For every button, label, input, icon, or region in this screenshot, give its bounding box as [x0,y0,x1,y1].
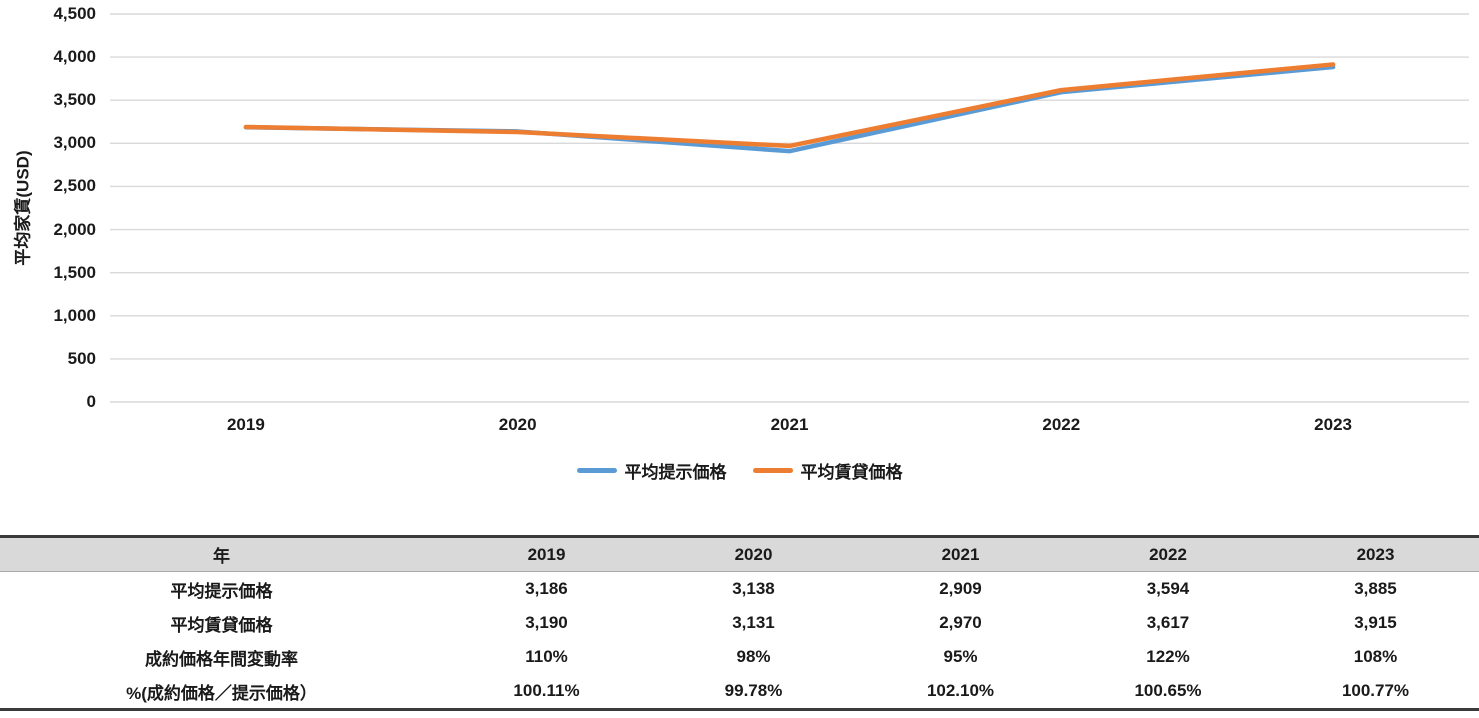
table-cell: 3,186 [443,571,650,606]
series-line-1 [243,62,1336,149]
table-cell: 2,909 [857,571,1064,606]
table-header: 年 2019 2020 2021 2022 2023 [0,536,1479,572]
y-tick-label: 2,000 [53,219,96,239]
y-tick-label: 4,000 [53,47,96,67]
table-row: 平均賃貸価格 3,190 3,131 2,970 3,617 3,915 [0,606,1479,640]
table-cell: 100.77% [1272,674,1479,710]
table-header-year: 2019 [443,536,650,572]
legend-line-swatch [576,468,617,473]
table-cell: 2,970 [857,606,1064,640]
x-tick-label: 2019 [226,415,265,434]
legend-item-1: 平均賃貸価格 [752,458,903,483]
y-tick-label: 3,000 [53,133,96,153]
table-row: 成約価格年間変動率 110% 98% 95% 122% 108% [0,640,1479,674]
table-row: %(成約価格／提示価格） 100.11% 99.78% 102.10% 100.65% 1… [0,674,1479,710]
table-cell: 3,138 [650,571,857,606]
x-tick-label: 2022 [1042,415,1081,434]
chart-legend: 平均提示価格 平均賃貸価格 [0,458,1479,483]
table-cell: 3,885 [1272,571,1479,606]
table-cell: 122% [1064,640,1272,674]
table-row-label: 成約価格年間変動率 [0,640,443,674]
table-cell: 110% [443,640,650,674]
table-cell: 100.65% [1064,674,1272,710]
y-tick-label: 0 [86,392,96,411]
table-cell: 102.10% [857,674,1064,710]
x-tick-label: 2023 [1314,415,1352,434]
y-tick-label: 2,500 [53,176,96,196]
table-cell: 3,131 [650,606,857,640]
y-tick-label: 3,500 [53,90,96,110]
table-row-label: %(成約価格／提示価格） [0,674,443,710]
y-tick-label: 1,500 [53,262,96,282]
y-tick-label: 500 [67,348,96,368]
table-header-label: 年 [0,536,443,572]
table-header-year: 2023 [1272,536,1479,572]
table-row-label: 平均提示価格 [0,571,443,606]
legend-label: 平均提示価格 [624,463,727,482]
legend-item-0: 平均提示価格 [576,458,727,483]
table-cell: 98% [650,640,857,674]
table-row: 平均提示価格 3,186 3,138 2,909 3,594 3,885 [0,571,1479,606]
table-cell: 3,594 [1064,571,1272,606]
table-cell: 3,190 [443,606,650,640]
table-cell: 100.11% [443,674,650,710]
line-chart-plot [110,13,1469,403]
table-body: 平均提示価格 3,186 3,138 2,909 3,594 3,885 平均賃貸価格 3,1… [0,571,1479,710]
data-table: 年 2019 2020 2021 2022 2023 平均提示価格 3,186 3,138 2,… [0,535,1479,711]
legend-line-swatch [752,468,793,473]
table-header-year: 2020 [650,536,857,572]
table-cell: 3,915 [1272,606,1479,640]
x-tick-label: 2020 [498,415,537,434]
table-header-year: 2021 [857,536,1064,572]
table-cell: 108% [1272,640,1479,674]
y-tick-label: 1,000 [53,305,96,325]
y-axis-title: 平均家賃(USD) [13,150,33,266]
table-cell: 99.78% [650,674,857,710]
table-row-label: 平均賃貸価格 [0,606,443,640]
table-header-year: 2022 [1064,536,1272,572]
table-cell: 3,617 [1064,606,1272,640]
y-tick-label: 4,500 [53,4,96,23]
legend-label: 平均賃貸価格 [800,463,903,482]
table-cell: 95% [857,640,1064,674]
x-tick-label: 2021 [770,415,809,434]
